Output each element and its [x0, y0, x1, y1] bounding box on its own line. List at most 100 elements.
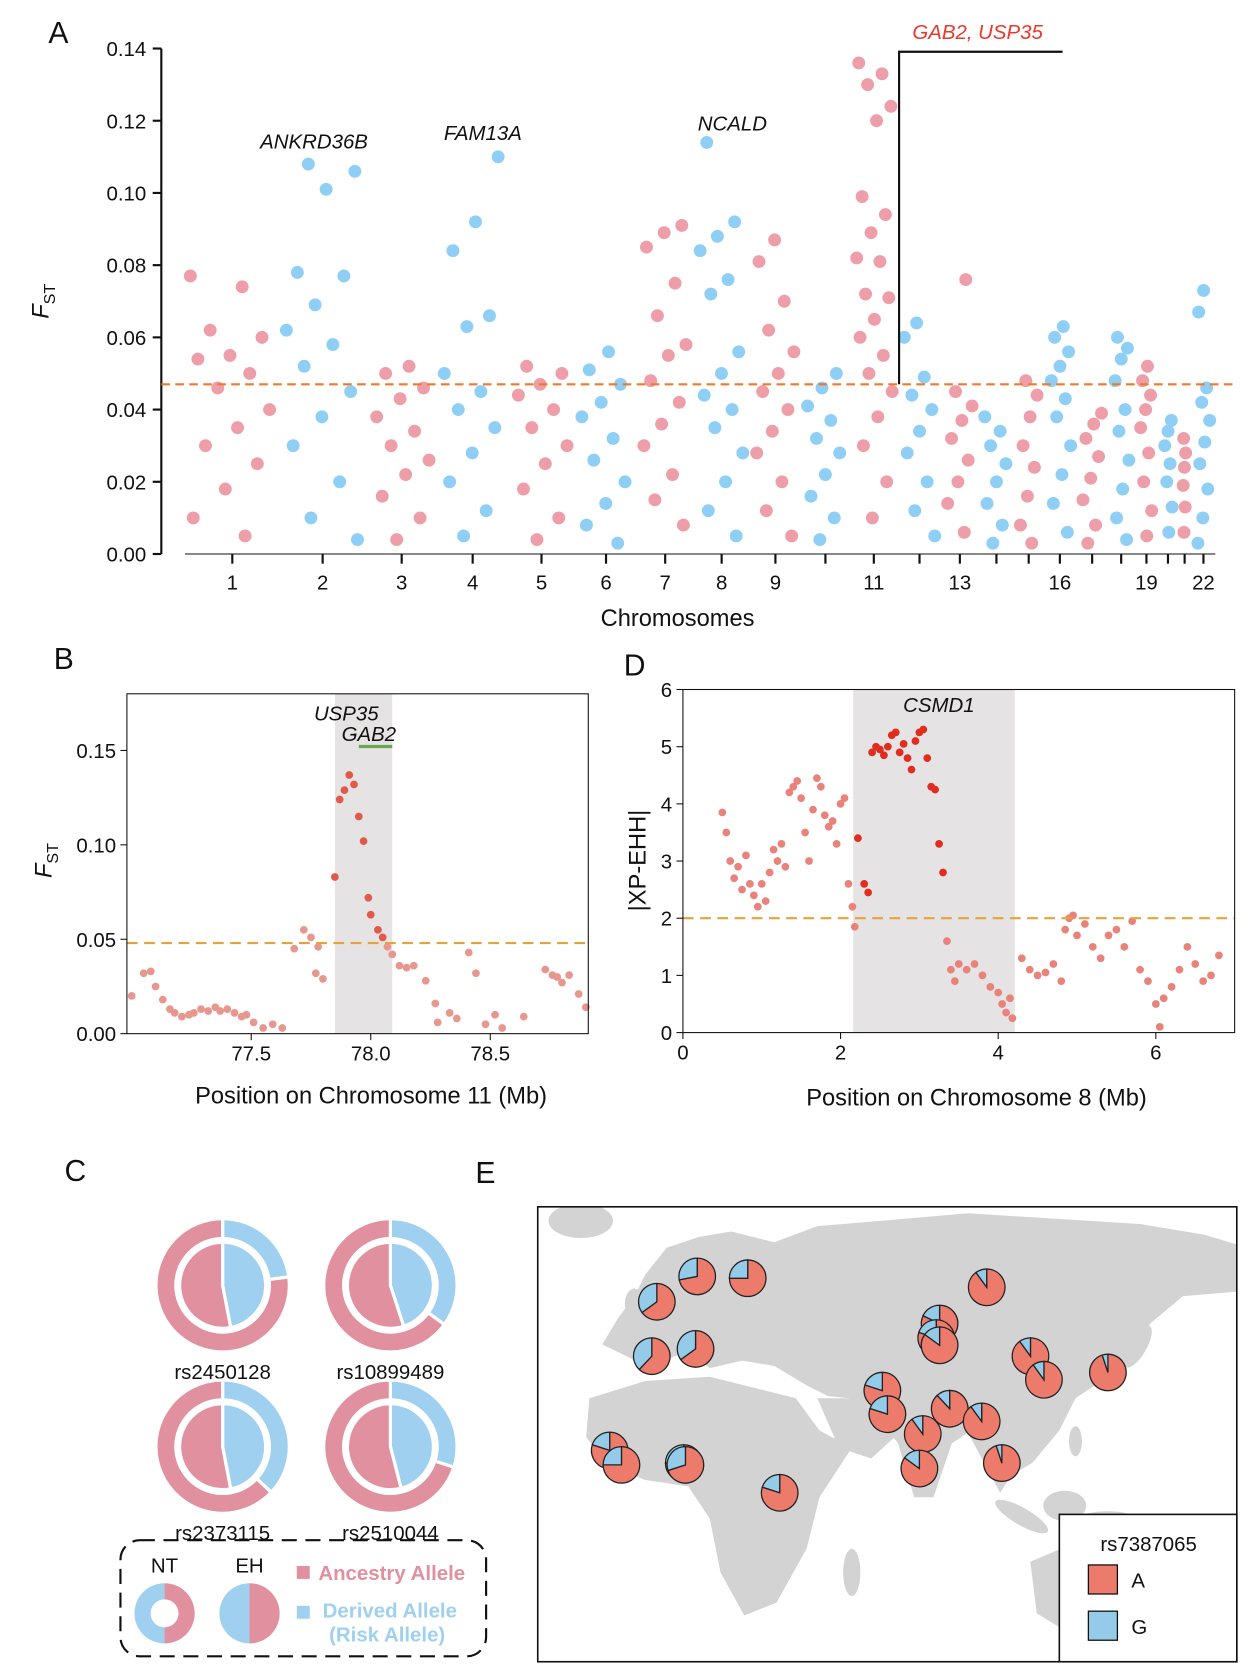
x-tick-label: 78.0 — [351, 1044, 391, 1066]
snp-point — [729, 529, 743, 543]
panel-label: D — [624, 650, 646, 683]
point — [793, 777, 802, 785]
point — [290, 944, 299, 953]
point — [797, 794, 806, 803]
point — [350, 780, 358, 789]
snp-point — [1137, 475, 1151, 489]
snp-point — [657, 226, 671, 240]
snp-point — [928, 529, 942, 543]
snp-point — [203, 323, 217, 337]
snp-point — [873, 255, 887, 269]
derived-slice — [388, 1240, 436, 1329]
snp-point — [775, 475, 789, 489]
snp-point — [1177, 432, 1191, 445]
pie-slice-g — [632, 1337, 653, 1371]
snp-point — [1027, 460, 1041, 474]
point — [820, 811, 829, 820]
ancestry-slice — [178, 1402, 233, 1492]
y-tick-label: 6 — [661, 680, 672, 702]
snp-point — [908, 504, 922, 518]
point — [1215, 951, 1223, 960]
snp-point — [1087, 417, 1101, 431]
pie-slice-g — [1018, 1337, 1032, 1359]
point — [409, 961, 418, 970]
snp-point — [218, 482, 232, 496]
point — [445, 1009, 454, 1017]
snp-point — [648, 493, 662, 507]
point — [899, 739, 908, 748]
y-tick-label: 0.12 — [107, 111, 147, 133]
snp-point — [801, 399, 815, 413]
ancestry-slice — [178, 1240, 233, 1330]
x-tick-label: 16 — [1049, 572, 1072, 594]
x-tick-label: 4 — [993, 1042, 1004, 1064]
point — [151, 982, 160, 991]
point — [749, 891, 758, 900]
point — [746, 880, 754, 888]
x-tick-label: 7 — [659, 572, 670, 594]
snp-point — [917, 370, 931, 384]
y-tick-label: 0.08 — [107, 256, 147, 278]
legend-label: G — [1131, 1617, 1147, 1639]
pie-slice-g — [666, 1445, 687, 1472]
point — [880, 751, 888, 760]
point — [864, 888, 873, 897]
point — [854, 834, 862, 843]
point — [1167, 982, 1176, 991]
legend-label: A — [1131, 1571, 1145, 1593]
snp-point — [1158, 439, 1172, 453]
point — [813, 774, 821, 783]
point — [954, 960, 963, 968]
snp-point — [810, 432, 823, 445]
snp-point — [1177, 525, 1191, 539]
point — [840, 794, 849, 803]
snp-point — [920, 475, 934, 489]
point — [1155, 1022, 1164, 1031]
point — [481, 1020, 490, 1029]
x-tick-label: 0 — [677, 1042, 688, 1064]
snp-point — [986, 536, 1000, 550]
point — [828, 817, 837, 825]
snp-point — [297, 359, 311, 373]
point — [433, 1018, 442, 1027]
pie-slice-a — [638, 1337, 671, 1376]
point — [354, 812, 363, 821]
snp-point — [980, 497, 994, 510]
snp-point — [351, 533, 364, 547]
snp-point — [1116, 482, 1130, 496]
point — [558, 978, 566, 987]
point — [1199, 977, 1207, 985]
snp-point — [999, 457, 1013, 471]
snp-point — [337, 269, 351, 283]
snp-point — [715, 367, 728, 380]
snp-point — [579, 518, 593, 532]
x-tick-label: 19 — [1135, 572, 1158, 594]
x-tick-label: 13 — [948, 572, 971, 594]
snp-point — [599, 497, 613, 510]
snp-point — [787, 345, 801, 359]
point — [876, 745, 884, 754]
point — [1096, 954, 1105, 963]
point — [1006, 994, 1014, 1003]
legend-title: rs7387065 — [1100, 1534, 1197, 1556]
y-tick-label: 0 — [661, 1023, 672, 1045]
point — [127, 992, 136, 1000]
snp-point — [1112, 424, 1126, 438]
snp-point — [765, 424, 779, 438]
snp-point — [905, 388, 919, 402]
plot-frame — [126, 693, 589, 1035]
snp-point — [640, 240, 653, 254]
y-tick-label: 0.05 — [76, 930, 116, 952]
legend-ring-label: NT — [151, 1555, 178, 1577]
snp-point — [1160, 475, 1174, 489]
snp-point — [1197, 283, 1211, 297]
snp-point — [990, 475, 1003, 489]
x-tick-label: 77.5 — [231, 1044, 271, 1066]
snp-point — [1081, 536, 1095, 550]
pie-slice-g — [922, 1304, 941, 1325]
snp-point — [437, 367, 451, 380]
point — [553, 973, 562, 981]
snp-point — [984, 439, 998, 453]
point — [742, 851, 750, 860]
point — [259, 1024, 268, 1032]
